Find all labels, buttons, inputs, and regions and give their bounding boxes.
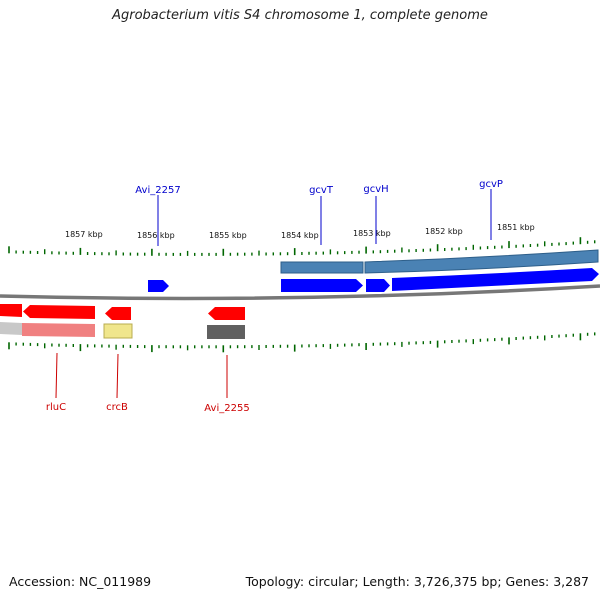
gene-label-avi-2255[interactable]: Avi_2255: [204, 403, 249, 414]
gene-avi-2255[interactable]: [208, 307, 245, 320]
page-title: Agrobacterium vitis S4 chromosome 1, com…: [112, 8, 488, 23]
reverse-feature-band[interactable]: [22, 323, 95, 337]
gene-left-partial[interactable]: [0, 304, 22, 317]
reverse-gene-labels: rluC crcB Avi_2255: [46, 352, 250, 414]
gene-gcvh[interactable]: [366, 279, 390, 292]
outer-tick-track: [8, 237, 596, 256]
forward-feature-band[interactable]: [280, 261, 364, 274]
scale-label: 1856 kbp: [137, 231, 175, 240]
gene-label-gcvp[interactable]: gcvP: [479, 179, 503, 190]
scale-label: 1857 kbp: [65, 230, 103, 239]
reverse-feature-band[interactable]: [103, 323, 133, 339]
inner-tick-track: [8, 332, 596, 353]
gene-label-avi-2257[interactable]: Avi_2257: [135, 185, 180, 196]
label-leader: [55, 352, 58, 399]
reverse-feature-band[interactable]: [0, 322, 22, 335]
label-leader: [116, 353, 119, 399]
gene-rluc[interactable]: [23, 305, 95, 319]
gene-crcb[interactable]: [105, 307, 131, 320]
scale-label: 1851 kbp: [497, 223, 535, 232]
gene-label-gcvt[interactable]: gcvT: [309, 185, 334, 196]
scale-label: 1854 kbp: [281, 231, 319, 240]
reverse-feature-band[interactable]: [207, 325, 245, 339]
gene-label-crcb[interactable]: crcB: [106, 402, 128, 413]
forward-gene-labels: Avi_2257 gcvT gcvH gcvP: [135, 179, 503, 246]
scale-label: 1852 kbp: [425, 227, 463, 236]
genome-summary-text: Topology: circular; Length: 3,726,375 bp…: [245, 574, 589, 589]
gene-avi-2257[interactable]: [148, 280, 169, 292]
scale-labels: 1857 kbp 1856 kbp 1855 kbp 1854 kbp 1853…: [65, 223, 535, 240]
scale-label: 1853 kbp: [353, 229, 391, 238]
genome-backbone: [0, 284, 600, 301]
scale-label: 1855 kbp: [209, 231, 247, 240]
gene-label-rluc[interactable]: rluC: [46, 402, 66, 413]
forward-feature-band[interactable]: [364, 249, 599, 274]
gene-label-gcvh[interactable]: gcvH: [363, 184, 388, 195]
gene-gcvt[interactable]: [281, 279, 363, 292]
accession-text: Accession: NC_011989: [9, 574, 152, 589]
gene-gcvp[interactable]: [392, 268, 599, 291]
